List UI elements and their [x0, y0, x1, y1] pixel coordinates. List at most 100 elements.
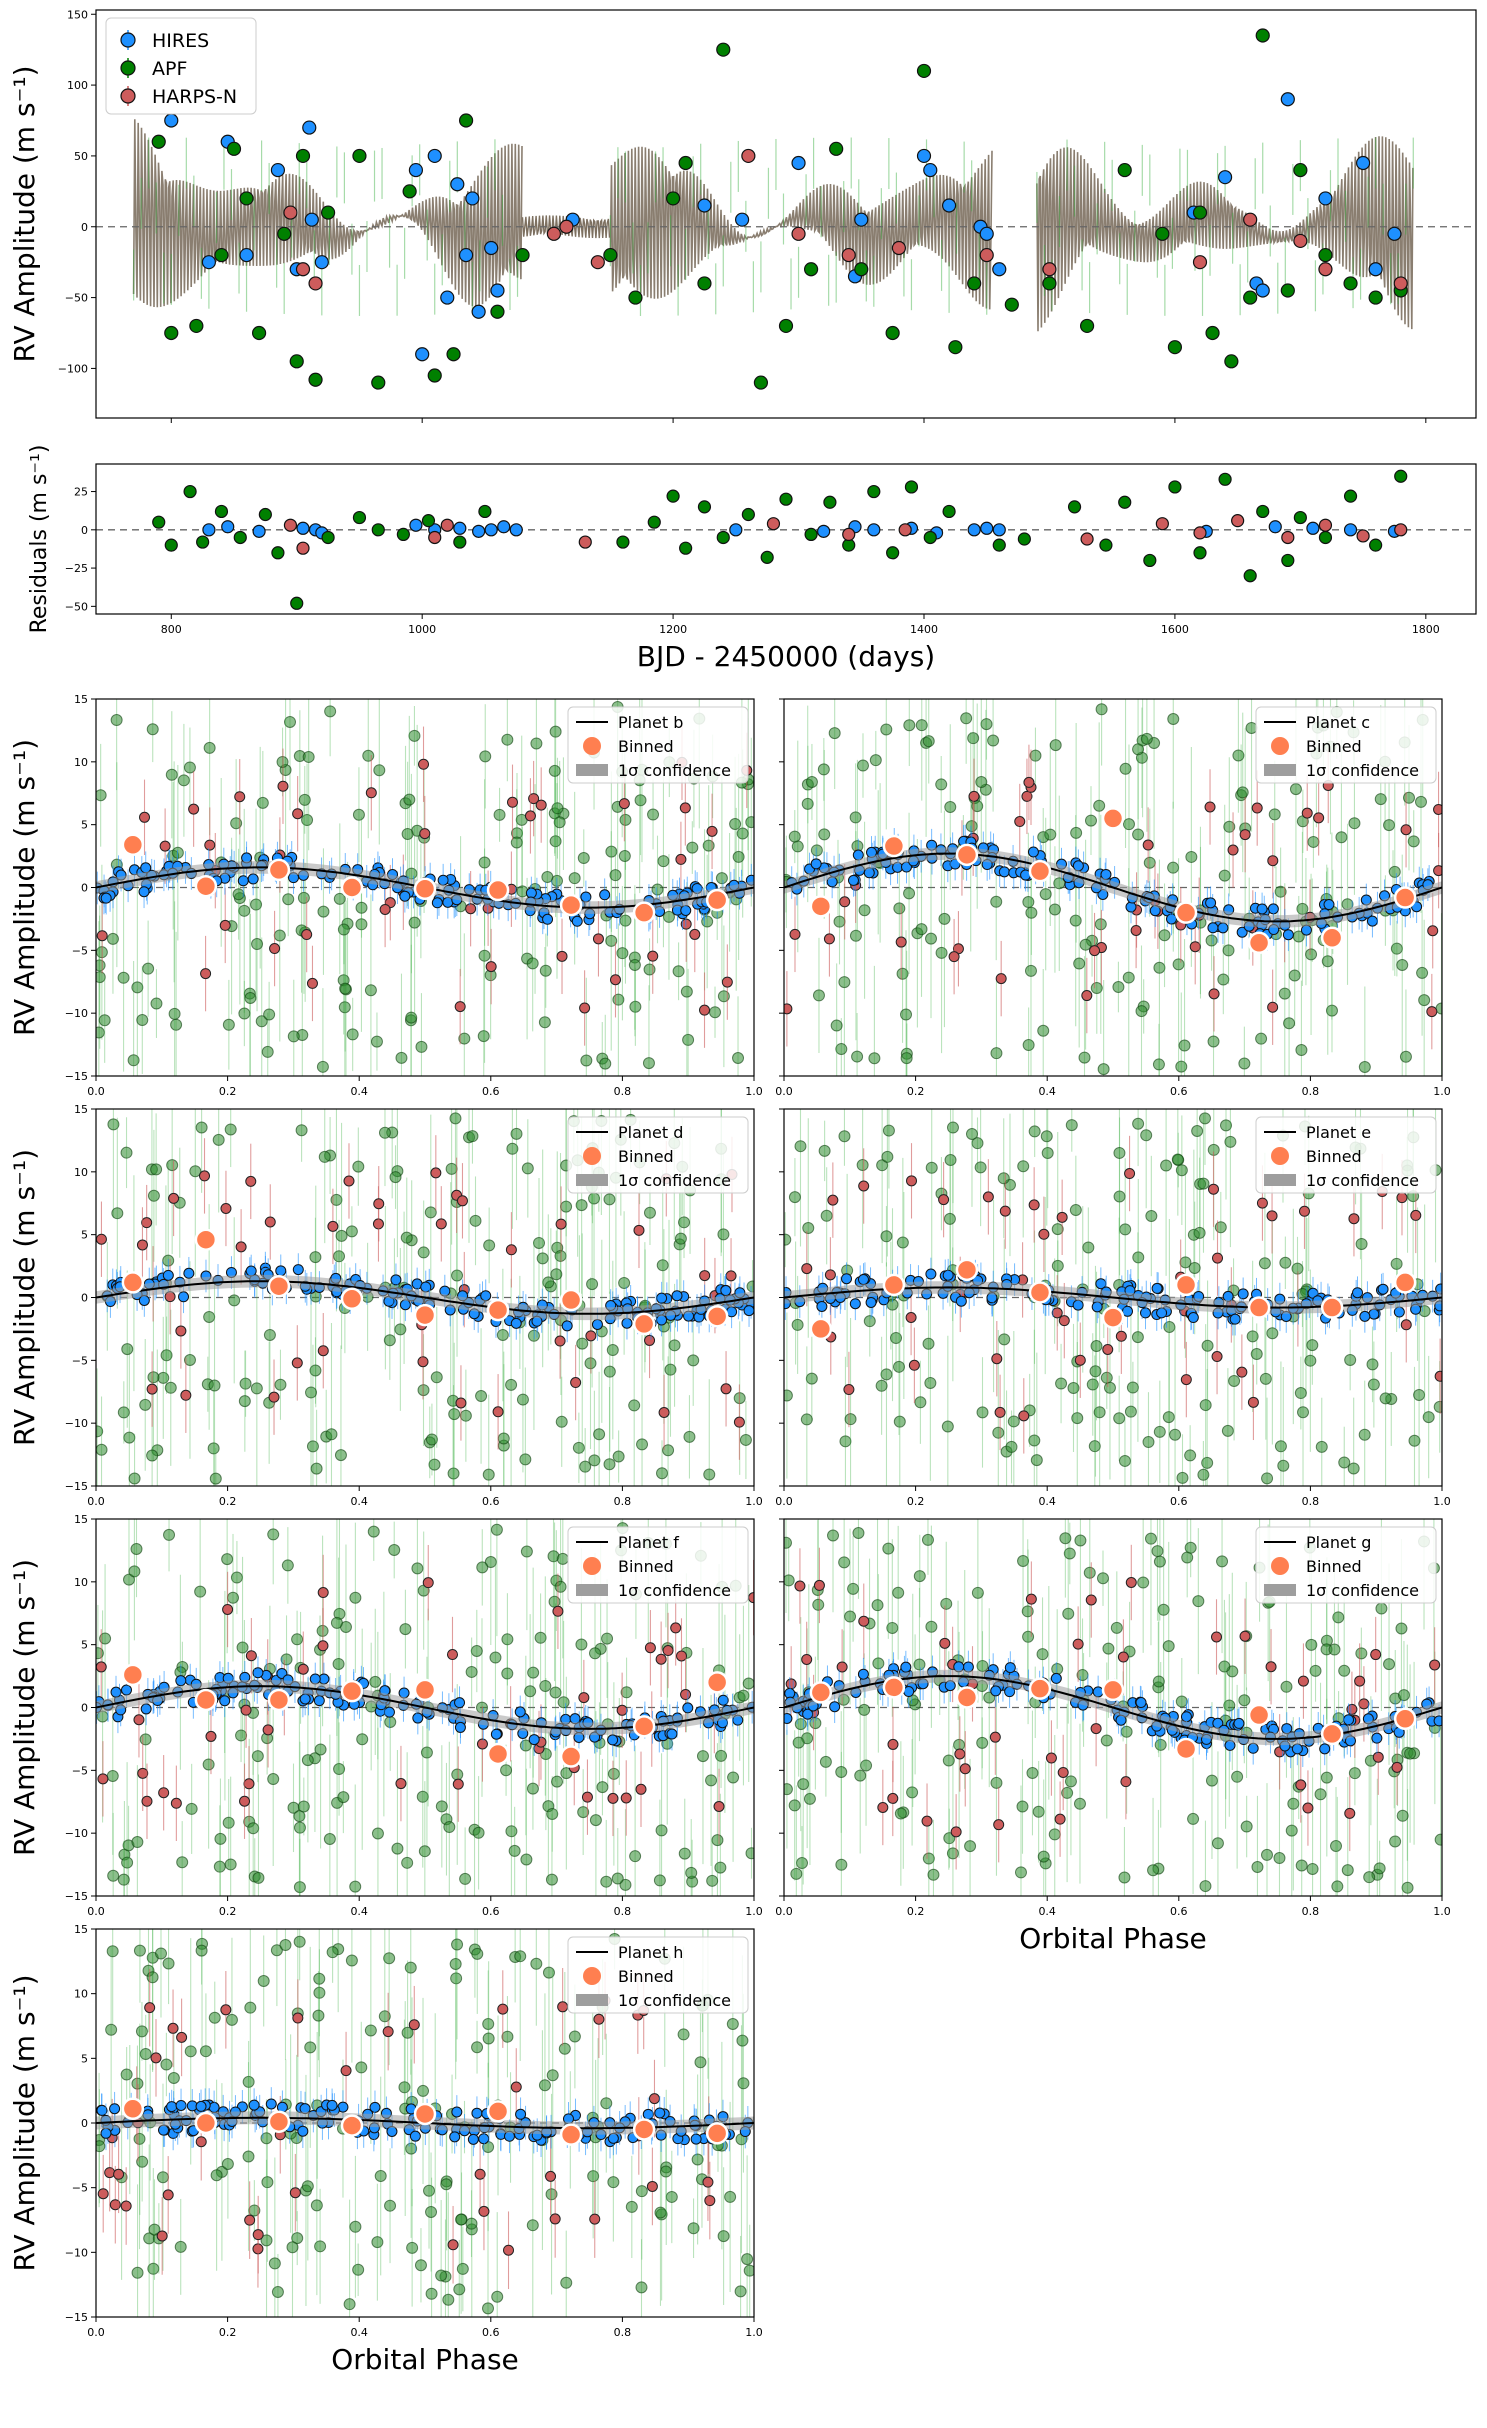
harps-point: [1429, 1659, 1441, 1671]
binned-point: [267, 858, 291, 882]
harps-point: [647, 950, 659, 962]
apf-point: [401, 827, 414, 840]
apf-point: [1402, 791, 1415, 804]
apf-point: [1065, 1119, 1078, 1132]
apf-point: [1379, 1392, 1392, 1405]
apf-point: [408, 729, 421, 742]
apf-point: [1368, 290, 1383, 305]
hires-point: [591, 1318, 603, 1330]
harps-point: [141, 1795, 153, 1807]
apf-point: [1153, 961, 1166, 974]
apf-point: [1037, 1850, 1050, 1863]
harps-point: [706, 825, 718, 837]
apf-point: [183, 484, 197, 499]
legend-frame: [567, 706, 749, 784]
apf-point: [605, 845, 618, 858]
apf-point: [478, 856, 491, 869]
apf-point: [131, 1836, 144, 1849]
hires-point: [465, 191, 480, 206]
hires-point: [784, 1712, 793, 1724]
x-tick-label: 0.2: [219, 1905, 237, 1918]
harps-point: [789, 928, 801, 940]
apf-point: [176, 1856, 189, 1869]
apf-point: [1017, 1160, 1030, 1173]
hires-point: [992, 262, 1007, 277]
binned-point: [882, 834, 906, 858]
apf-point: [805, 775, 818, 788]
apf-point: [685, 1866, 698, 1879]
hires-point: [178, 1291, 190, 1303]
apf-point: [96, 959, 106, 972]
harps-point: [905, 1311, 917, 1323]
harps-point: [505, 1244, 517, 1256]
apf-point: [921, 1533, 934, 1546]
harps-point: [452, 1778, 464, 1790]
hires-point: [682, 1702, 694, 1714]
harps-point: [655, 1653, 667, 1665]
apf-point: [524, 1685, 537, 1698]
apf-point: [1363, 1871, 1376, 1884]
harps-point: [1212, 1252, 1224, 1264]
y-tick-label: −5: [72, 1764, 88, 1777]
apf-point: [1197, 1177, 1210, 1190]
apf-point: [871, 1599, 884, 1612]
harps-point: [454, 1001, 466, 1013]
apf-point: [1051, 1662, 1064, 1675]
harps-point: [269, 943, 281, 955]
hires-point: [484, 523, 498, 537]
apf-point: [967, 732, 980, 745]
rv-timeseries-chart: −100 −50 0 50 100 150 RV Amplitude (m s⁻¹) HIRE…: [8, 8, 1477, 423]
apf-point: [612, 1450, 625, 1463]
harps-point: [1074, 1354, 1086, 1366]
legend-marker: [120, 60, 136, 76]
hires-point: [219, 1695, 231, 1707]
harps-point: [1434, 1370, 1442, 1382]
apf-point: [388, 1544, 401, 1557]
apf-point: [1199, 1399, 1212, 1412]
apf-point: [1025, 906, 1038, 919]
y-tick-label: −100: [58, 362, 88, 375]
apf-point: [482, 1468, 495, 1481]
apf-point: [295, 148, 311, 164]
apf-point: [1143, 553, 1157, 568]
apf-point: [882, 1124, 895, 1137]
apf-point: [596, 1781, 609, 1794]
apf-point: [418, 1845, 431, 1858]
hires-point: [450, 177, 465, 192]
apf-point: [352, 148, 367, 164]
apf-point: [628, 1399, 641, 1412]
apf-point: [170, 1018, 183, 1031]
apf-point: [1211, 1837, 1224, 1850]
apf-point: [447, 1467, 460, 1480]
apf-point: [927, 1868, 940, 1881]
legend-label: Binned: [618, 1557, 674, 1576]
apf-point: [971, 1586, 984, 1599]
apf-point: [403, 793, 416, 806]
apf-point: [490, 1523, 503, 1536]
apf-point: [117, 971, 130, 984]
apf-point: [1026, 1766, 1039, 1779]
apf-point: [1243, 290, 1258, 305]
harps-point: [1025, 1593, 1037, 1605]
hires-point: [304, 212, 319, 227]
harps-point: [1239, 829, 1251, 841]
apf-point: [96, 1026, 105, 1039]
hires-point: [484, 240, 499, 256]
hires-point: [1207, 922, 1219, 934]
apf-point: [323, 1832, 336, 1845]
binned-point: [955, 843, 979, 867]
apf-point: [1022, 1039, 1035, 1052]
binned-point: [121, 833, 145, 857]
apf-point: [96, 789, 107, 802]
apf-point: [792, 1736, 805, 1749]
apf-point: [803, 1792, 816, 1805]
apf-point: [579, 1460, 592, 1473]
apf-point: [976, 1736, 989, 1749]
harpsn-point: [1192, 255, 1208, 270]
hires-point: [442, 896, 454, 908]
apf-point: [448, 1408, 461, 1421]
harps-point: [1056, 1211, 1068, 1223]
apf-point: [496, 1329, 509, 1342]
binned-point: [121, 1271, 145, 1294]
